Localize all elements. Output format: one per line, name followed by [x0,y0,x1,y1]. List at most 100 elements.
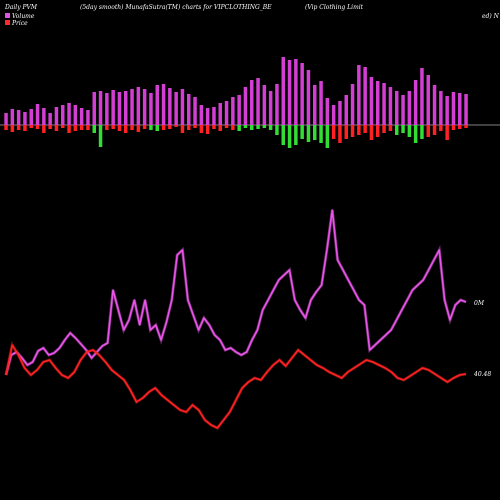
volume-bar [111,90,115,125]
lower-bar [275,125,279,135]
volume-bar [42,108,46,125]
volume-bar [10,109,15,125]
volume-bar [86,110,90,125]
volume-bar [168,88,172,125]
volume-bar [142,89,147,125]
volume-bar [382,83,386,125]
volume-value-label: 0M [474,300,485,307]
volume-bar [231,97,235,125]
volume-bar [218,103,222,125]
volume-bar [67,103,71,125]
volume-bar [256,78,260,125]
volume-bar [369,77,374,125]
lower-bar [180,125,185,133]
lower-bar [439,125,443,131]
volume-bar [23,112,27,125]
volume-bar [426,75,430,125]
header-mid: (5day smooth) MunafaSutra(TM) charts for… [80,4,272,11]
volume-bar [79,108,84,125]
lower-bar [130,125,134,130]
lower-bar [357,125,361,135]
lower-bar [35,125,40,129]
series-lines [4,209,467,430]
volume-bar [363,67,367,125]
lower-bar [369,125,374,140]
lower-bar [300,125,304,139]
volume-bar [306,70,311,125]
lower-bar [199,125,204,133]
lower-bar [48,125,52,129]
lower-bar [331,125,336,139]
lower-bar [92,125,96,133]
volume-bar [16,110,21,125]
legend-price-swatch [5,20,10,25]
lower-bar [395,125,399,135]
volume-bar [464,94,468,125]
volume-bar [130,89,134,125]
volume-bar [445,96,449,125]
lower-bar [218,125,222,131]
legend-price-label: Price [11,20,28,27]
volume-bar [432,85,437,125]
volume-bar [237,95,241,125]
volume-bar [35,104,40,125]
lower-bar [193,125,197,128]
volume-bar [439,91,443,125]
volume-bar [180,89,185,125]
volume-bar [149,93,153,125]
lower-bar [319,125,323,143]
lower-bar [451,125,456,130]
volume-bar [401,95,405,125]
lower-bar [407,125,412,137]
volume-bar [243,87,248,125]
lower-bar [458,125,462,129]
lower-bar [117,125,122,131]
lower-bar [287,125,292,148]
lower-bar [262,125,267,128]
volume-bar [193,97,197,125]
volume-bar [313,85,317,125]
lower-bar [98,125,103,147]
volume-bar [281,57,285,125]
lower-bar [256,125,260,129]
volume-bar [54,107,59,125]
header-right: (Vip Clothing Limit [305,4,364,11]
volume-bar [187,94,191,125]
lower-bar [79,125,84,130]
lower-bar [161,125,166,130]
lower-bar [231,125,235,130]
volume-bar [161,84,166,125]
lower-bar [281,125,285,145]
lower-bar [205,125,210,134]
volume-bar [262,85,267,125]
lower-bar [67,125,71,133]
lower-bar [432,125,437,135]
lower-bar [237,125,241,131]
volume-bar [224,101,229,125]
lower-bar [350,125,355,137]
lower-bar [73,125,78,131]
volume-bar [250,80,254,125]
volume-bar [92,92,96,125]
volume-bar [48,113,52,125]
lower-bar [149,125,153,130]
lower-bar [401,125,405,133]
lower-bar [86,125,90,130]
volume-bar [388,87,393,125]
volume-bar [331,105,336,125]
volume-bar [325,98,330,125]
lower-bar [313,125,317,140]
lower-bar [10,125,15,132]
lower-bar [42,125,46,133]
volume-bar [268,91,273,125]
volume-bar [413,80,418,125]
volume-bar [105,93,109,125]
lower-bars [4,125,468,148]
lower-bar [325,125,330,148]
volume-bar [98,91,103,125]
lower-bar [268,125,273,130]
legend-volume-swatch [5,13,10,18]
lower-bar [294,125,298,145]
lower-bar [61,125,65,128]
lower-bar [426,125,430,137]
